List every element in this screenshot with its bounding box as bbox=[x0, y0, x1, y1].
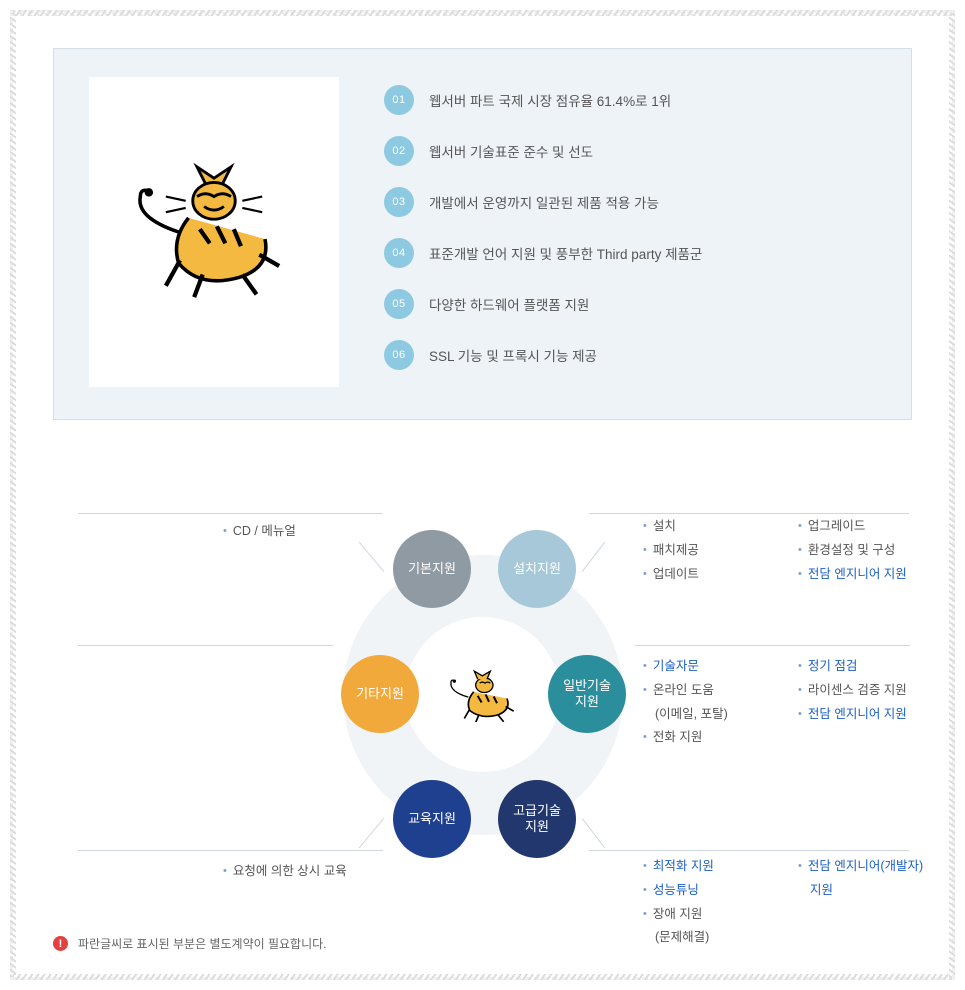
node-general: 일반기술지원 bbox=[548, 655, 626, 733]
list-item: 전화 지원 bbox=[643, 726, 778, 750]
list-item: 성능튜닝 bbox=[643, 879, 778, 903]
node-advanced: 고급기술지원 bbox=[498, 780, 576, 858]
tomcat-icon bbox=[129, 147, 299, 317]
feature-item: 06 SSL 기능 및 프록시 기능 제공 bbox=[384, 340, 876, 370]
feature-text: SSL 기능 및 프록시 기능 제공 bbox=[429, 345, 597, 365]
list-item: 전담 엔지니어 지원 bbox=[798, 703, 933, 727]
list-item: 설치 bbox=[643, 515, 778, 539]
node-etc: 기타지원 bbox=[341, 655, 419, 733]
bullets-edu: 요청에 의한 상시 교육 bbox=[223, 860, 423, 884]
feature-list: 01 웹서버 파트 국제 시장 점유율 61.4%로 1위 02 웹서버 기술표준 준… bbox=[384, 77, 876, 391]
feature-text: 개발에서 운영까지 일관된 제품 적용 가능 bbox=[429, 192, 659, 212]
tomcat-icon bbox=[443, 667, 523, 722]
node-basic: 기본지원 bbox=[393, 530, 471, 608]
list-item: 최적화 지원 bbox=[643, 855, 778, 879]
list-item: 업그레이드 bbox=[798, 515, 933, 539]
bullets-basic: CD / 메뉴얼 bbox=[223, 520, 383, 544]
feature-text: 웹서버 기술표준 준수 및 선도 bbox=[429, 141, 593, 161]
list-item: 라이센스 검증 지원 bbox=[798, 679, 933, 703]
list-item: 장애 지원 bbox=[643, 903, 778, 927]
feature-item: 05 다양한 하드웨어 플랫폼 지원 bbox=[384, 289, 876, 319]
list-item: 패치제공 bbox=[643, 539, 778, 563]
feature-number: 06 bbox=[384, 340, 414, 370]
list-item: CD / 메뉴얼 bbox=[223, 520, 383, 544]
feature-number: 03 bbox=[384, 187, 414, 217]
list-item: (이메일, 포탈) bbox=[655, 703, 778, 727]
feature-text: 표준개발 언어 지원 및 풍부한 Third party 제품군 bbox=[429, 243, 702, 263]
logo-box bbox=[89, 77, 339, 387]
feature-item: 03 개발에서 운영까지 일관된 제품 적용 가능 bbox=[384, 187, 876, 217]
bullets-general: 기술자문온라인 도움(이메일, 포탈)전화 지원 정기 점검라이센스 검증 지원전… bbox=[643, 655, 933, 750]
feature-item: 02 웹서버 기술표준 준수 및 선도 bbox=[384, 136, 876, 166]
feature-text: 웹서버 파트 국제 시장 점유율 61.4%로 1위 bbox=[429, 90, 671, 110]
support-diagram: 기본지원 설치지원기타지원 일반기술지원교육지원 고급기술지원 CD / 메뉴얼 설치패치… bbox=[53, 465, 912, 925]
list-item: (문제해결) bbox=[655, 926, 778, 950]
ring-inner bbox=[405, 617, 560, 772]
feature-number: 04 bbox=[384, 238, 414, 268]
node-edu: 교육지원 bbox=[393, 780, 471, 858]
page-frame: 01 웹서버 파트 국제 시장 점유율 61.4%로 1위 02 웹서버 기술표준 준… bbox=[10, 10, 955, 980]
list-item: 지원 bbox=[810, 879, 933, 903]
feature-text: 다양한 하드웨어 플랫폼 지원 bbox=[429, 294, 589, 314]
feature-item: 04 표준개발 언어 지원 및 풍부한 Third party 제품군 bbox=[384, 238, 876, 268]
list-item: 정기 점검 bbox=[798, 655, 933, 679]
feature-item: 01 웹서버 파트 국제 시장 점유율 61.4%로 1위 bbox=[384, 85, 876, 115]
list-item: 기술자문 bbox=[643, 655, 778, 679]
node-install: 설치지원 bbox=[498, 530, 576, 608]
bullets-advanced: 최적화 지원성능튜닝장애 지원(문제해결) 전담 엔지니어(개발자)지원 bbox=[643, 855, 933, 950]
feature-number: 01 bbox=[384, 85, 414, 115]
feature-number: 05 bbox=[384, 289, 414, 319]
list-item: 전담 엔지니어(개발자) bbox=[798, 855, 933, 879]
list-item: 환경설정 및 구성 bbox=[798, 539, 933, 563]
features-panel: 01 웹서버 파트 국제 시장 점유율 61.4%로 1위 02 웹서버 기술표준 준… bbox=[53, 48, 912, 420]
alert-icon: ! bbox=[53, 936, 68, 951]
list-item: 업데이트 bbox=[643, 563, 778, 587]
list-item: 요청에 의한 상시 교육 bbox=[223, 860, 423, 884]
feature-number: 02 bbox=[384, 136, 414, 166]
list-item: 전담 엔지니어 지원 bbox=[798, 563, 933, 587]
footnote-text: 파란글씨로 표시된 부분은 별도계약이 필요합니다. bbox=[78, 935, 327, 952]
bullets-install: 설치패치제공업데이트 업그레이드환경설정 및 구성전담 엔지니어 지원 bbox=[643, 515, 933, 586]
list-item: 온라인 도움 bbox=[643, 679, 778, 703]
